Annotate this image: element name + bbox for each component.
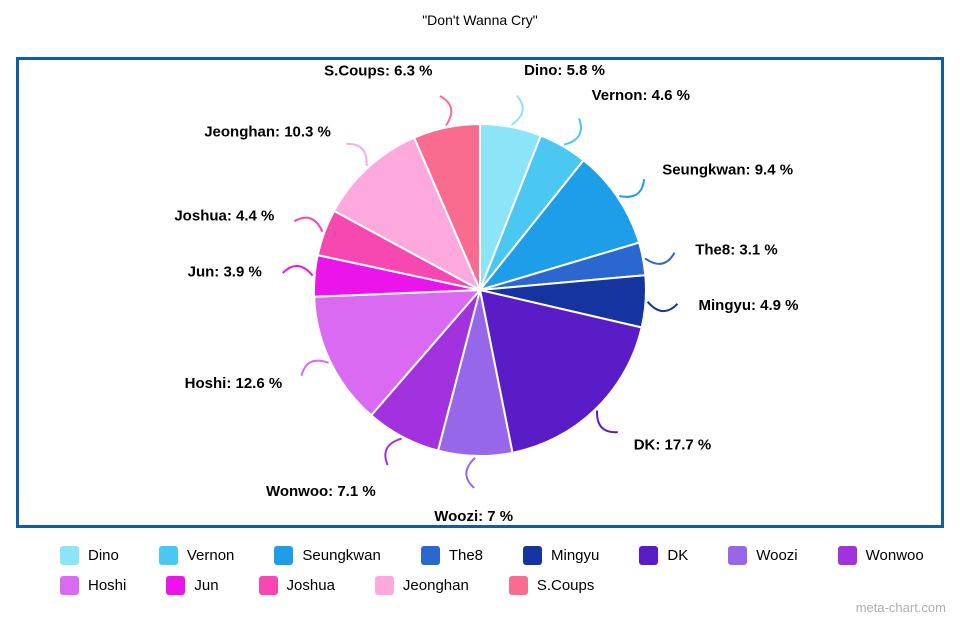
legend-label: Hoshi [88,577,127,594]
legend-swatch [60,546,79,565]
legend-label: The8 [448,547,484,564]
legend-swatch [728,546,748,565]
pie-chart-svg: Dino: 5.8 % Vernon: 4.6 % Seungkwan: 9.4 %… [174,62,799,525]
legend-swatch [158,546,178,565]
slice-label: The8: 3.1 % [695,242,778,259]
slice-label: Dino: 5.8 % [524,62,605,79]
chart-frame: Dino: 5.8 % Vernon: 4.6 % Seungkwan: 9.4 %… [16,57,944,528]
legend-label: Vernon [186,547,235,564]
legend-label: Mingyu [551,547,600,564]
legend-label: Joshua [286,577,335,594]
chart-legend: Dino Vernon Seungkwan The8 Mingyu DK Woozi Wonw… [60,546,944,595]
legend-swatch [374,576,394,595]
legend-swatch [508,576,528,595]
legend-swatch [523,546,543,565]
legend-item-s-coups: S.Coups [508,576,595,595]
slice-label: Wonwoo: 7.1 % [266,483,376,500]
pie-slice-seungkwan [479,159,641,291]
slice-label: Woozi: 7 % [434,508,513,525]
legend-item-mingyu: Mingyu [523,546,599,565]
slice-label: S.Coups: 6.3 % [324,63,432,80]
legend-item-jun: Jun [166,576,219,595]
pie-slice-jeonghan [333,136,481,291]
label-line [346,142,368,167]
legend-label: Wonwoo [865,547,924,564]
legend-swatch [258,576,278,595]
label-line [510,94,524,126]
pie-slice-s-coups [413,123,481,291]
slice-label: Jeonghan: 10.3 % [204,123,331,140]
legend-item-wonwoo: Wonwoo [837,546,924,565]
slice-label: Jun: 3.9 % [188,264,262,281]
chart-title: "Don't Wanna Cry" [422,12,538,28]
slice-label: Seungkwan: 9.4 % [662,162,793,179]
legend-item-jeonghan: Jeonghan [374,576,469,595]
slice-label: Hoshi: 12.6 % [185,375,283,392]
legend-label: S.Coups [536,577,595,594]
legend-swatch [60,576,79,595]
legend-label: Woozi [756,547,798,564]
legend-swatch [274,546,294,565]
pie-slice-hoshi [313,289,481,417]
slice-label: DK: 17.7 % [634,436,712,453]
slice-label: Joshua: 4.4 % [174,207,274,224]
label-line [281,265,314,277]
legend-label: DK [667,547,689,564]
legend-item-joshua: Joshua [258,576,335,595]
legend-swatch [639,546,659,565]
label-line [465,457,476,489]
legend-swatch [837,546,857,565]
legend-label: Jeonghan [402,577,469,594]
label-line [293,216,324,233]
label-line [646,301,679,313]
legend-label: Jun [194,577,219,594]
legend-item-seungkwan: Seungkwan [274,546,381,565]
legend-item-dino: Dino [60,546,119,565]
label-line [439,95,453,127]
legend-label: Seungkwan [302,547,381,564]
pie-slice-dk [479,289,643,454]
label-line [619,179,646,198]
legend-item-woozi: Woozi [728,546,798,565]
legend-item-hoshi: Hoshi [60,576,126,595]
legend-item-the8: The8 [420,546,484,565]
label-line [300,359,329,377]
watermark: meta-chart.com [855,600,946,615]
label-line [595,410,618,434]
legend-label: Dino [88,547,119,564]
label-line [644,252,676,265]
legend-swatch [420,546,440,565]
slice-label: Vernon: 4.6 % [592,87,690,104]
label-line [384,437,402,466]
slice-label: Mingyu: 4.9 % [699,297,799,314]
legend-swatch [166,576,186,595]
legend-item-vernon: Vernon [158,546,235,565]
label-line [563,118,582,146]
legend-item-dk: DK [639,546,688,565]
